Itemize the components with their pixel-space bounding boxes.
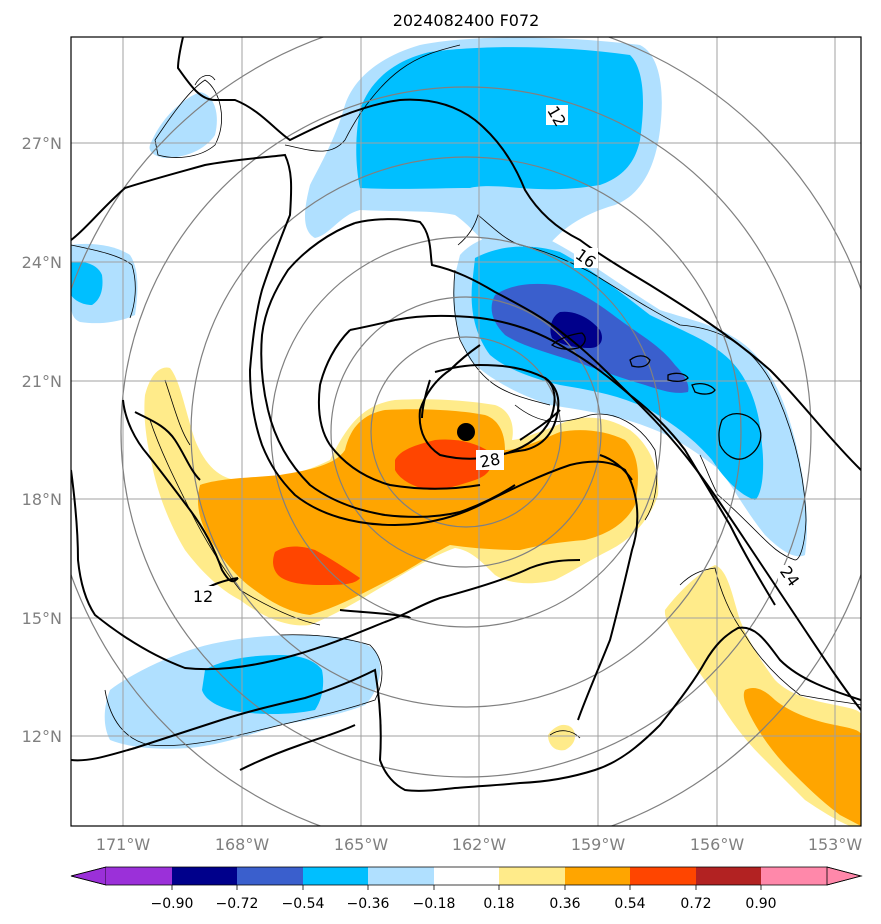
colorbar-bin-3 [237,867,303,885]
colorbar: −0.90 −0.72 −0.54 −0.36 −0.18 0.18 0.36 … [70,866,863,912]
colorbar-bin-10 [696,867,761,885]
lat-label-12n: 12°N [22,727,62,746]
range-rings [71,37,861,826]
colorbar-outline [70,866,863,886]
colorbar-bin-4 [303,867,368,885]
colorbar-label-6: 0.18 [483,896,514,912]
map-frame [70,36,862,827]
colorbar-label-4: −0.36 [347,896,390,912]
colorbar-label-9: 0.72 [680,896,711,912]
lon-label-159w: 159°W [571,835,626,854]
colorbar-extend-high [826,866,863,886]
colorbar-label-1: −0.90 [151,896,194,912]
colorbar-bin-7 [499,867,565,885]
colorbar-labels: −0.90 −0.72 −0.54 −0.36 −0.18 0.18 0.36 … [151,896,777,912]
map-title: 2024082400 F072 [393,11,540,30]
colorbar-label-7: 0.36 [549,896,580,912]
colorbar-label-10: 0.90 [745,896,776,912]
lon-label-165w: 165°W [334,835,389,854]
colorbar-bin-6 [434,867,499,885]
colorbar-bin-9 [630,867,696,885]
longitude-labels: 171°W 168°W 165°W 162°W 159°W 156°W 153°… [96,835,863,854]
lon-label-171w: 171°W [96,835,151,854]
colorbar-label-2: −0.72 [216,896,259,912]
map-panel: 12 16 24 28 12 [71,37,861,826]
contour-label-12-southwest: 12 [193,587,213,606]
storm-center-marker [457,423,475,441]
colorbar-label-3: −0.54 [282,896,325,912]
colorbar-extend-low [70,866,107,886]
colorbar-bin-5 [368,867,434,885]
colorbar-label-5: −0.18 [413,896,456,912]
lat-label-18n: 18°N [22,490,62,509]
lat-label-15n: 15°N [22,609,62,628]
fill-red-orange [273,439,492,585]
colorbar-bin-11 [761,867,827,885]
lon-label-153w: 153°W [808,835,863,854]
thick-contours [71,37,861,792]
contour-labels: 12 16 24 28 12 [189,103,803,606]
colorbar-bin-8 [565,867,630,885]
lat-label-24n: 24°N [22,253,62,272]
lat-label-21n: 21°N [22,372,62,391]
island-coastlines [550,332,762,460]
colorbar-bin-2 [172,867,237,885]
lon-label-156w: 156°W [690,835,745,854]
lon-label-162w: 162°W [452,835,507,854]
latitude-labels: 27°N 24°N 21°N 18°N 15°N 12°N [22,134,62,746]
colorbar-bin-1 [106,867,172,885]
lat-label-27n: 27°N [22,134,62,153]
lon-label-168w: 168°W [215,835,270,854]
contour-label-28: 28 [478,449,501,471]
colorbar-label-8: 0.54 [614,896,645,912]
colorbar-ticks [171,885,762,890]
